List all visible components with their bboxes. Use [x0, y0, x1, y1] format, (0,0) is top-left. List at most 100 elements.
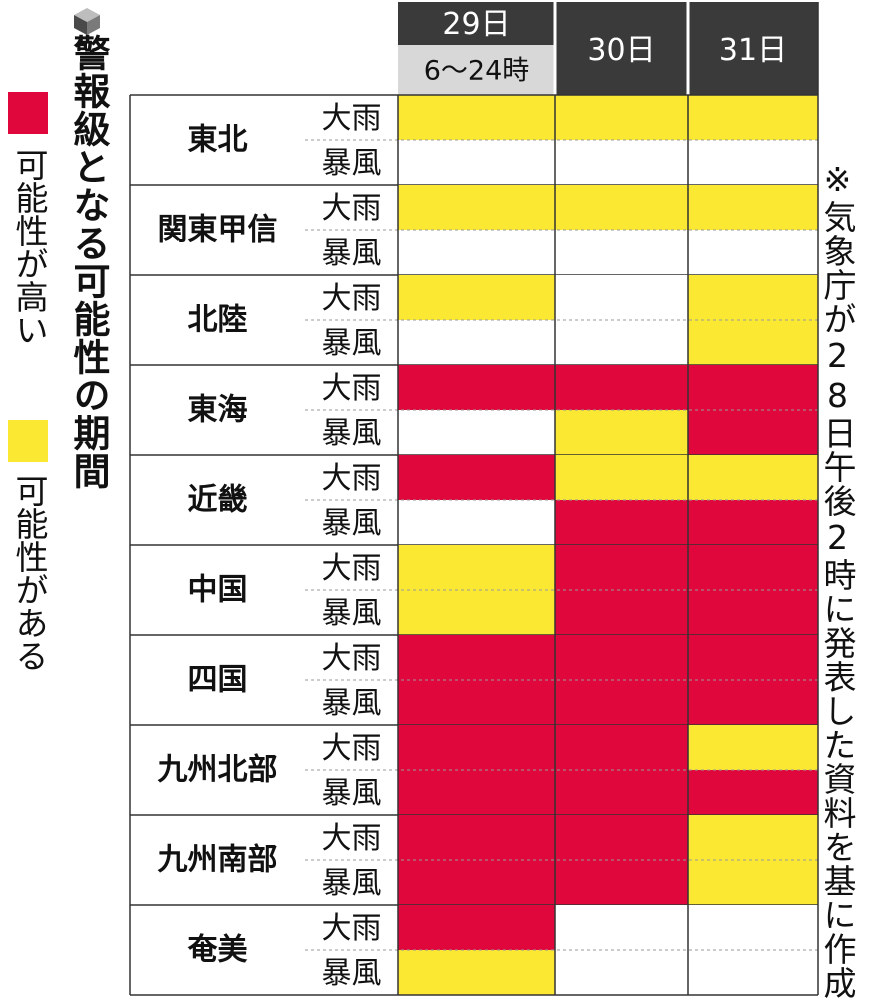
- cell-3-rain-2: [688, 365, 818, 410]
- cell-8-wind-2: [688, 860, 818, 905]
- cell-2-wind-2: [688, 320, 818, 365]
- cell-0-rain-0: [398, 95, 555, 140]
- cell-5-wind-0: [398, 590, 555, 635]
- cell-4-wind-0: [398, 500, 555, 545]
- hazard-label-2-0: 大雨: [322, 281, 382, 316]
- cell-5-rain-0: [398, 545, 555, 590]
- cell-4-wind-1: [555, 500, 688, 545]
- cell-1-wind-2: [688, 230, 818, 275]
- region-label-3: 東海: [188, 393, 248, 428]
- hazard-label-4-0: 大雨: [322, 461, 382, 496]
- hazard-label-8-1: 暴風: [322, 866, 382, 901]
- cell-1-rain-1: [555, 185, 688, 230]
- cell-0-rain-2: [688, 95, 818, 140]
- cell-7-wind-0: [398, 770, 555, 815]
- cell-5-rain-2: [688, 545, 818, 590]
- cell-4-wind-2: [688, 500, 818, 545]
- cell-2-rain-1: [555, 275, 688, 320]
- cell-7-wind-2: [688, 770, 818, 815]
- cell-3-wind-2: [688, 410, 818, 455]
- cell-8-rain-0: [398, 815, 555, 860]
- hazard-label-1-1: 暴風: [322, 236, 382, 271]
- region-label-9: 奄美: [187, 933, 248, 968]
- cell-7-rain-1: [555, 725, 688, 770]
- hazard-label-0-0: 大雨: [322, 101, 382, 136]
- cell-9-rain-2: [688, 905, 818, 950]
- cell-7-wind-1: [555, 770, 688, 815]
- hazard-label-3-1: 暴風: [322, 416, 382, 451]
- cell-6-wind-1: [555, 680, 688, 725]
- hazard-label-1-0: 大雨: [322, 191, 382, 226]
- cell-7-rain-0: [398, 725, 555, 770]
- legend-label-some: 可能性がある: [10, 474, 49, 672]
- hazard-label-5-1: 暴風: [322, 596, 382, 631]
- hazard-label-8-0: 大雨: [322, 821, 382, 856]
- region-label-1: 関東甲信: [158, 213, 278, 248]
- cell-5-rain-1: [555, 545, 688, 590]
- region-label-8: 九州南部: [158, 843, 278, 878]
- cell-8-rain-2: [688, 815, 818, 860]
- cell-8-wind-1: [555, 860, 688, 905]
- cell-5-wind-1: [555, 590, 688, 635]
- cell-9-rain-0: [398, 905, 555, 950]
- cell-2-wind-0: [398, 320, 555, 365]
- legend-label-high: 可能性が高い: [10, 148, 49, 346]
- cell-1-rain-2: [688, 185, 818, 230]
- cell-6-rain-0: [398, 635, 555, 680]
- legend-swatch-high: [8, 92, 48, 134]
- region-label-7: 九州北部: [158, 753, 278, 788]
- cell-3-wind-0: [398, 410, 555, 455]
- legend-swatch-some: [8, 420, 48, 462]
- region-label-0: 東北: [188, 123, 248, 158]
- cell-2-rain-0: [398, 275, 555, 320]
- hazard-label-9-0: 大雨: [322, 911, 382, 946]
- source-note: ※気象庁が28日午後2時に発表した資料を基に作成: [818, 160, 857, 1000]
- cube-icon: [74, 8, 100, 35]
- cell-9-wind-2: [688, 950, 818, 995]
- cell-6-wind-2: [688, 680, 818, 725]
- cell-6-rain-2: [688, 635, 818, 680]
- hazard-label-6-0: 大雨: [322, 641, 382, 676]
- cell-4-rain-0: [398, 455, 555, 500]
- hazard-label-7-0: 大雨: [322, 731, 382, 766]
- column-header-2: [688, 2, 818, 95]
- cell-0-rain-1: [555, 95, 688, 140]
- cell-4-rain-2: [688, 455, 818, 500]
- hazard-label-0-1: 暴風: [322, 146, 382, 181]
- cell-6-wind-0: [398, 680, 555, 725]
- region-label-5: 中国: [188, 573, 248, 608]
- cell-3-rain-0: [398, 365, 555, 410]
- hazard-label-6-1: 暴風: [322, 686, 382, 721]
- cell-9-wind-0: [398, 950, 555, 995]
- column-header-1: [555, 2, 688, 95]
- cell-5-wind-2: [688, 590, 818, 635]
- cell-3-wind-1: [555, 410, 688, 455]
- hazard-label-4-1: 暴風: [322, 506, 382, 541]
- cell-4-rain-1: [555, 455, 688, 500]
- hazard-label-5-0: 大雨: [322, 551, 382, 586]
- cell-6-rain-1: [555, 635, 688, 680]
- cell-0-wind-1: [555, 140, 688, 185]
- cell-0-wind-2: [688, 140, 818, 185]
- cell-8-wind-0: [398, 860, 555, 905]
- column-label-1: 30日: [587, 33, 655, 68]
- hazard-label-9-1: 暴風: [322, 956, 382, 991]
- cell-9-wind-1: [555, 950, 688, 995]
- region-label-2: 北陸: [188, 303, 248, 338]
- chart-title: 警報級となる可能性の期間: [67, 34, 110, 490]
- cell-7-rain-2: [688, 725, 818, 770]
- cell-2-rain-2: [688, 275, 818, 320]
- hazard-label-7-1: 暴風: [322, 776, 382, 811]
- hazard-label-2-1: 暴風: [322, 326, 382, 361]
- column-subheader-0: [398, 45, 555, 95]
- region-label-4: 近畿: [188, 483, 248, 518]
- column-header-0: [398, 2, 555, 45]
- cell-1-wind-0: [398, 230, 555, 275]
- region-label-6: 四国: [188, 663, 248, 698]
- column-label-2: 31日: [719, 33, 787, 68]
- hazard-label-3-0: 大雨: [322, 371, 382, 406]
- column-sublabel-0: 6〜24時: [424, 56, 530, 87]
- cell-8-rain-1: [555, 815, 688, 860]
- cell-0-wind-0: [398, 140, 555, 185]
